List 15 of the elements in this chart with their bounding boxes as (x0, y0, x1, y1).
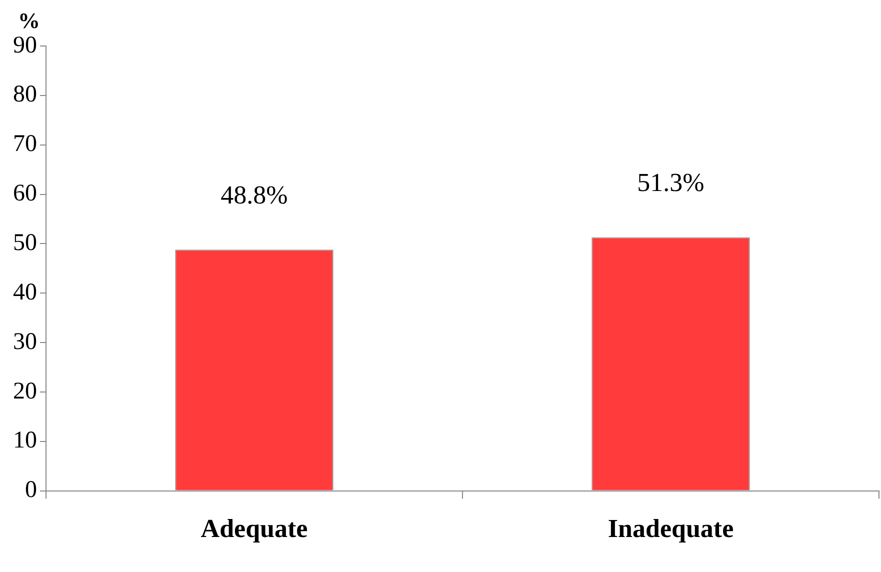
y-tick-label: 0 (25, 477, 37, 504)
y-tick-label: 50 (13, 230, 37, 256)
y-tick-label: 60 (13, 180, 37, 207)
y-tick-label: 40 (13, 279, 37, 306)
y-tick-label: 80 (13, 82, 37, 108)
data-label: 48.8% (220, 180, 288, 210)
y-tick-label: 20 (13, 378, 37, 404)
x-tick-label: Inadequate (608, 514, 734, 544)
y-tick-label: 30 (13, 328, 37, 355)
data-label: 51.3% (637, 168, 704, 198)
y-tick-label: 70 (13, 131, 37, 158)
y-tick-label: 10 (13, 428, 37, 454)
y-tick-label: 90 (13, 32, 37, 58)
x-tick-label: Adequate (200, 514, 308, 544)
y-axis-title: % (18, 8, 40, 34)
